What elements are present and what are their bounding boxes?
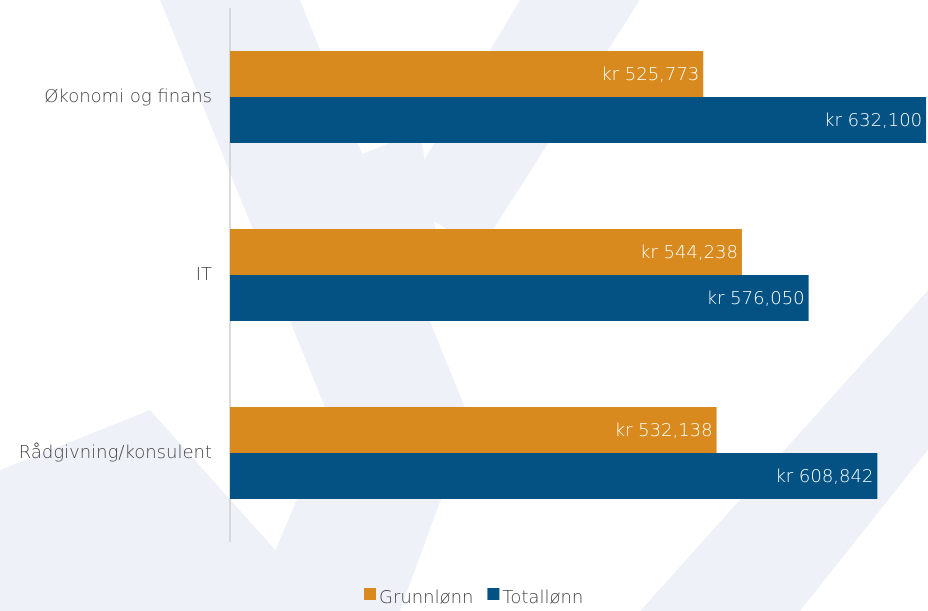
legend-label: Grunnlønn	[379, 587, 473, 608]
category-label: IT	[196, 264, 212, 285]
legend-label: Totallønn	[502, 587, 583, 608]
value-label: kr 608,842	[775, 466, 873, 487]
legend-swatch	[487, 588, 499, 600]
category-label: Økonomi og finans	[44, 86, 212, 107]
value-label: kr 544,238	[640, 242, 738, 263]
chart: Økonomi og finans IT Rådgivning/konsulent k…	[0, 0, 928, 611]
value-label: kr 532,138	[615, 420, 713, 441]
value-label: kr 632,100	[824, 110, 922, 131]
category-label: Rådgivning/konsulent	[19, 442, 212, 463]
value-label: kr 576,050	[707, 288, 805, 309]
bar	[230, 97, 926, 143]
value-label: kr 525,773	[601, 64, 699, 85]
legend-swatch	[364, 588, 376, 600]
